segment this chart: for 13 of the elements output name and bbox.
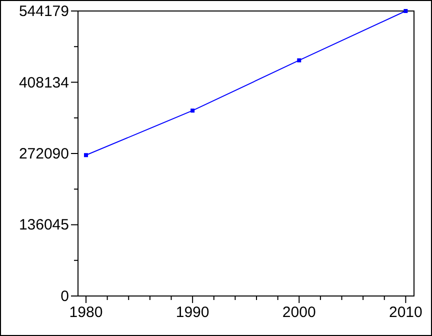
x-tick-label: 2010 — [389, 304, 422, 321]
y-tick-label: 408134 — [18, 74, 69, 92]
point — [190, 108, 195, 113]
y-tick-label: 544179 — [18, 3, 69, 20]
y-tick-label: 136045 — [18, 216, 69, 234]
x-tick-label: 1980 — [69, 304, 103, 321]
x-tick-label: 2000 — [282, 304, 316, 321]
y-tick-label: 0 — [60, 288, 69, 305]
point — [297, 58, 302, 62]
point — [404, 9, 408, 13]
point — [84, 153, 88, 158]
y-tick-label: 272090 — [18, 146, 69, 162]
x-tick-label: 1990 — [176, 304, 210, 321]
